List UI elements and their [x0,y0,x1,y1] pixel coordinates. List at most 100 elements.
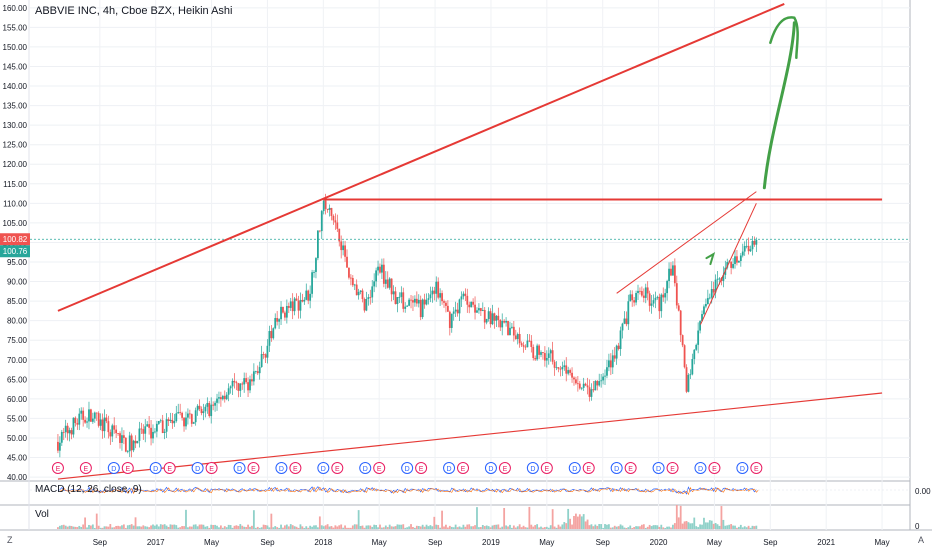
candle [330,207,333,216]
candle [289,301,292,308]
candle [555,367,558,369]
volume-bar [629,525,632,529]
candle [679,310,682,336]
candle [297,300,300,311]
volume-bar [210,524,213,529]
x-tick-label: Sep [763,538,778,547]
volume-bar [204,526,207,529]
volume-bar [642,524,645,529]
candle [571,372,573,378]
candle [169,419,172,421]
candle [606,367,608,376]
event-marker-label: E [754,466,759,473]
volume-bar [375,524,378,529]
candle [91,418,94,422]
candle [235,382,238,384]
candle [204,406,207,412]
y-tick-label: 155.00 [3,23,28,32]
candle [410,299,412,301]
candles-group [57,193,758,458]
volume-bar [592,526,595,529]
volume-bar [594,524,597,529]
dividend-marker [233,462,246,474]
volume-bar [276,527,279,529]
volume-bar [536,524,539,529]
x-tick-label: Sep [428,538,443,547]
candle [313,271,315,273]
candle [384,279,387,284]
candle [336,222,339,229]
candle [157,421,160,424]
volume-bar [287,526,290,529]
dividend-marker [317,462,330,474]
event-marker-label: E [419,466,424,473]
candle [256,371,259,374]
candle [613,355,616,359]
event-marker-label: E [293,466,298,473]
candle [654,297,657,301]
volume-bar [382,527,385,529]
candle [231,380,234,387]
candle [600,380,603,382]
candle [677,305,680,311]
volume-bar [101,527,104,529]
candle [509,327,511,336]
earnings-marker [79,462,92,474]
volume-bar [410,524,412,529]
volume-bar [640,524,643,529]
volume-bar [637,526,639,529]
volume-bar [334,525,337,529]
candle [179,412,182,413]
volume-bar [749,527,752,529]
volume-bar [57,527,59,529]
volume-bar [419,526,422,529]
volume-bar [359,525,362,529]
auto-scale-button[interactable]: A [918,535,925,545]
candle [540,352,542,355]
volume-bar [115,525,118,529]
volume-bar [187,527,189,529]
candle [633,300,636,303]
volume-bar [70,525,73,529]
candle [78,413,81,425]
volume-bar [474,525,476,529]
volume-bar [745,527,748,529]
candle [138,428,141,441]
volume-bar [602,527,604,529]
volume-bar [190,526,193,529]
candle [658,296,661,312]
volume-bar [623,527,626,529]
candle [270,331,273,339]
candle [276,318,279,322]
earnings-marker [624,462,637,474]
zoom-toggle-button[interactable]: Z [7,535,13,545]
candle [648,293,651,306]
candle [375,270,378,282]
candle [247,382,249,391]
candle [303,299,306,302]
candle [175,413,178,422]
candle [140,428,143,430]
volume-bar [445,524,447,529]
x-tick-label: 2021 [817,538,835,547]
candle [66,425,69,434]
volume-bar [126,525,129,529]
candle [604,375,606,377]
candle [522,345,525,347]
volume-bar [400,524,403,529]
candle [348,267,350,278]
y-tick-label: 145.00 [3,62,28,71]
small-annotation-mark [705,251,716,266]
candle [543,353,546,361]
volume-bar [278,527,281,529]
candle [381,264,383,273]
candle [349,277,352,279]
volume-bar [644,527,647,529]
candle [485,318,488,323]
volume-bar [627,527,630,529]
volume-bar [357,510,360,529]
candle [445,302,447,306]
candle [295,298,298,301]
